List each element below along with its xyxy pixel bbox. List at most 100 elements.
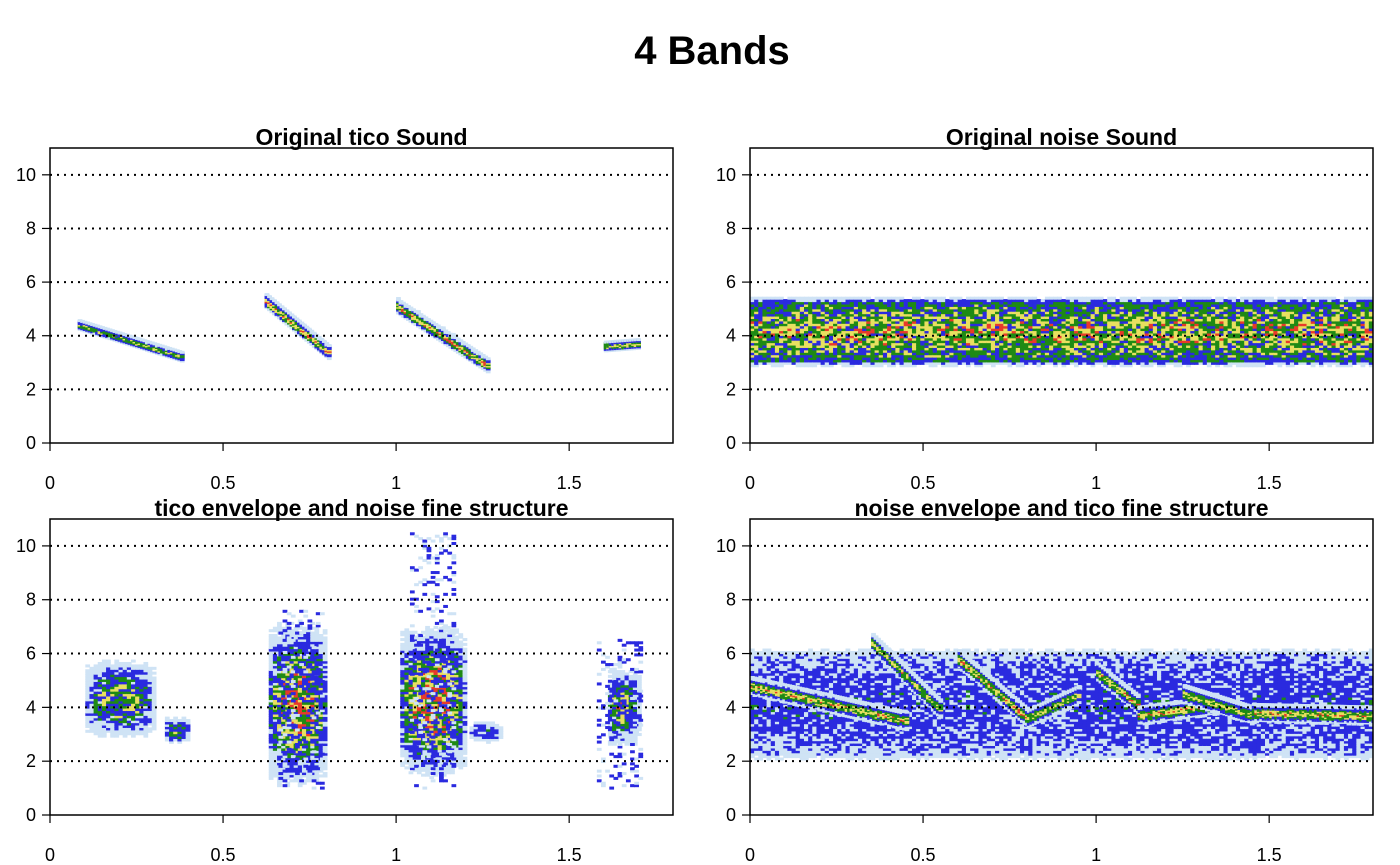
- spectrogram-cell: [820, 337, 826, 341]
- spectrogram-cell: [1119, 342, 1125, 346]
- spectrogram-cell: [1144, 330, 1150, 334]
- spectrogram-cell: [758, 328, 764, 332]
- spectrogram-cell: [932, 359, 938, 363]
- spectrogram-cell: [1244, 330, 1249, 334]
- spectrogram-cell: [1173, 325, 1179, 329]
- spectrogram-cell: [1119, 296, 1125, 300]
- spectrogram-cell: [1310, 354, 1316, 358]
- spectrogram-cell: [1173, 347, 1179, 351]
- spectrogram-cell: [1323, 352, 1328, 356]
- spectrogram-cell: [1011, 318, 1017, 322]
- spectrogram-cell: [1098, 308, 1104, 312]
- spectrogram-cell: [907, 340, 913, 344]
- spectrogram-cell: [172, 348, 178, 352]
- spectrogram-cell: [1319, 325, 1324, 329]
- spectrogram-cell: [857, 357, 863, 361]
- spectrogram-cell: [1053, 301, 1058, 305]
- spectrogram-cell: [1198, 337, 1204, 341]
- spectrogram-cell: [824, 361, 830, 365]
- spectrogram-cell: [1223, 306, 1229, 310]
- spectrogram-cell: [986, 303, 992, 307]
- spectrogram-cell: [1269, 349, 1274, 353]
- spectrogram-cell: [787, 313, 793, 317]
- spectrogram-cell: [1248, 361, 1254, 365]
- spectrogram-cell: [978, 315, 984, 319]
- spectrogram-cell: [762, 344, 768, 348]
- spectrogram-cell: [799, 296, 805, 300]
- spectrogram-cell: [957, 315, 963, 319]
- spectrogram-cell: [820, 357, 826, 361]
- spectrogram-cell: [1028, 342, 1034, 346]
- spectrogram-cell: [1132, 340, 1137, 344]
- spectrogram-cell: [1024, 328, 1029, 332]
- spectrogram-cell: [1103, 332, 1108, 336]
- spectrogram-cell: [1202, 313, 1208, 317]
- spectrogram-cell: [774, 320, 780, 324]
- spectrogram-cell: [1235, 342, 1241, 346]
- spectrogram-cell: [1186, 337, 1191, 341]
- spectrogram-cell: [936, 354, 942, 358]
- spectrogram-cell: [758, 325, 764, 329]
- spectrogram-cell: [750, 357, 755, 361]
- spectrogram-cell: [828, 313, 834, 317]
- spectrogram-cell: [808, 308, 813, 312]
- spectrogram-cell: [974, 301, 980, 305]
- spectrogram-cell: [1281, 340, 1287, 344]
- spectrogram-cell: [1111, 364, 1117, 368]
- spectrogram-cell: [887, 308, 892, 312]
- spectrogram-cell: [754, 335, 759, 339]
- spectrogram-cell: [1111, 296, 1117, 300]
- spectrogram-cell: [1119, 303, 1125, 307]
- spectrogram-cell: [628, 338, 634, 342]
- spectrogram-cell: [1190, 354, 1196, 358]
- spectrogram-cell: [1285, 313, 1291, 317]
- spectrogram-cell: [878, 303, 884, 307]
- spectrogram-cell: [1240, 320, 1245, 324]
- spectrogram-cell: [1206, 342, 1212, 346]
- spectrogram-cell: [1127, 299, 1133, 303]
- spectrogram-cell: [1169, 335, 1175, 339]
- spectrogram-cell: [1049, 354, 1054, 358]
- spectrogram-cell: [1024, 299, 1029, 303]
- spectrogram-cell: [1003, 352, 1009, 356]
- spectrogram-cell: [853, 330, 859, 334]
- spectrogram-cell: [791, 330, 797, 334]
- spectrogram-cell: [1231, 306, 1237, 310]
- spectrogram-cell: [1227, 337, 1233, 341]
- spectrogram-cell: [1306, 303, 1312, 307]
- spectrogram-cell: [1007, 359, 1013, 363]
- spectrogram-cell: [177, 350, 183, 354]
- spectrogram-cell: [941, 308, 946, 312]
- spectrogram-cell: [1235, 318, 1241, 322]
- spectrogram-cell: [1061, 301, 1067, 305]
- spectrogram-cell: [965, 318, 971, 322]
- spectrogram-cell: [754, 325, 759, 329]
- spectrogram-cell: [1007, 340, 1013, 344]
- spectrogram-cell: [1107, 311, 1112, 315]
- spectrogram-cell: [941, 361, 946, 365]
- spectrogram-cell: [961, 344, 967, 348]
- spectrogram-cell: [932, 342, 938, 346]
- spectrogram-cell: [965, 364, 971, 368]
- spectrogram-cell: [1302, 318, 1308, 322]
- spectrogram-cell: [970, 354, 975, 358]
- spectrogram-cell: [1294, 335, 1299, 339]
- spectrogram-cell: [774, 335, 780, 339]
- spectrogram-cell: [1223, 299, 1229, 303]
- spectrogram-cell: [616, 339, 621, 343]
- spectrogram-cell: [791, 296, 797, 300]
- spectrogram-cell: [1019, 320, 1025, 324]
- spectrogram-cell: [1024, 352, 1029, 356]
- spectrogram-cell: [945, 325, 950, 329]
- spectrogram-cell: [1298, 349, 1303, 353]
- spectrogram-cell: [932, 337, 938, 341]
- spectrogram-cell: [766, 308, 772, 312]
- spectrogram-cell: [949, 347, 955, 351]
- spectrogram-cell: [1256, 296, 1262, 300]
- spectrogram-cell: [970, 306, 975, 310]
- spectrogram-cell: [887, 330, 892, 334]
- spectrogram-cell: [1053, 337, 1058, 341]
- spectrogram-cell: [1186, 306, 1191, 310]
- spectrogram-cell: [1161, 347, 1166, 351]
- spectrogram-cell: [841, 328, 847, 332]
